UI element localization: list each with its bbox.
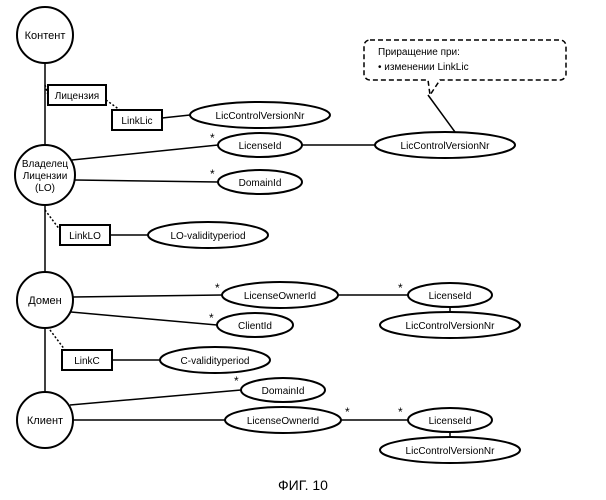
label-lovalid: LO-validityperiod	[170, 231, 245, 242]
star-clientid: *	[209, 311, 214, 325]
label-licid2: LicenseId	[429, 291, 472, 302]
edge-lo-linklo	[45, 210, 60, 230]
label-clientid: ClientId	[238, 321, 272, 332]
label-linkc: LinkC	[74, 356, 100, 367]
callout-tail	[428, 95, 455, 132]
label-lcvn4: LicControlVersionNr	[406, 446, 496, 457]
figure-label: ФИГ. 10	[278, 477, 328, 493]
label-lo2: Лицензии	[23, 171, 68, 182]
star-licid3: *	[398, 405, 403, 419]
edge-license-linklic	[106, 100, 120, 110]
edge-domain-clientid	[71, 312, 217, 325]
star-loid1: *	[215, 281, 220, 295]
label-domain: Домен	[28, 295, 61, 307]
label-licid1: LicenseId	[239, 141, 282, 152]
label-lcvn1: LicControlVersionNr	[216, 111, 306, 122]
label-lcvn2: LicControlVersionNr	[401, 141, 491, 152]
label-cvalid: C-validityperiod	[181, 356, 250, 367]
callout-line1: Приращение при:	[378, 47, 460, 58]
callout-line2: • изменении LinkLic	[378, 62, 469, 73]
label-loid2: LicenseOwnerId	[247, 416, 319, 427]
label-licid3: LicenseId	[429, 416, 472, 427]
star-licid2: *	[398, 281, 403, 295]
label-linklic: LinkLic	[121, 116, 152, 127]
label-lo3: (LO)	[35, 183, 55, 194]
label-domid1: DomainId	[239, 178, 282, 189]
star-domid2: *	[234, 374, 239, 388]
label-license: Лицензия	[55, 91, 99, 102]
label-lcvn3: LicControlVersionNr	[406, 321, 496, 332]
label-client: Клиент	[27, 415, 63, 427]
label-lo1: Владелец	[22, 159, 69, 170]
label-domid2: DomainId	[262, 386, 305, 397]
edge-domain-linkc	[50, 330, 65, 350]
diagram-canvas: * * * * * * * * Контент Лицензия LinkLic…	[0, 0, 606, 500]
label-content: Контент	[25, 30, 66, 42]
edge-lo-licid1	[72, 145, 218, 160]
edge-client-domid2	[70, 390, 241, 405]
label-linklo: LinkLO	[69, 231, 101, 242]
edge-lo-domid1	[75, 180, 218, 182]
star-domid1: *	[210, 167, 215, 181]
star-licid1: *	[210, 131, 215, 145]
label-loid1: LicenseOwnerId	[244, 291, 316, 302]
star-loid2r: *	[345, 405, 350, 419]
edge-linklic-lcvn1	[162, 115, 190, 118]
edge-domain-loid1	[73, 295, 222, 297]
